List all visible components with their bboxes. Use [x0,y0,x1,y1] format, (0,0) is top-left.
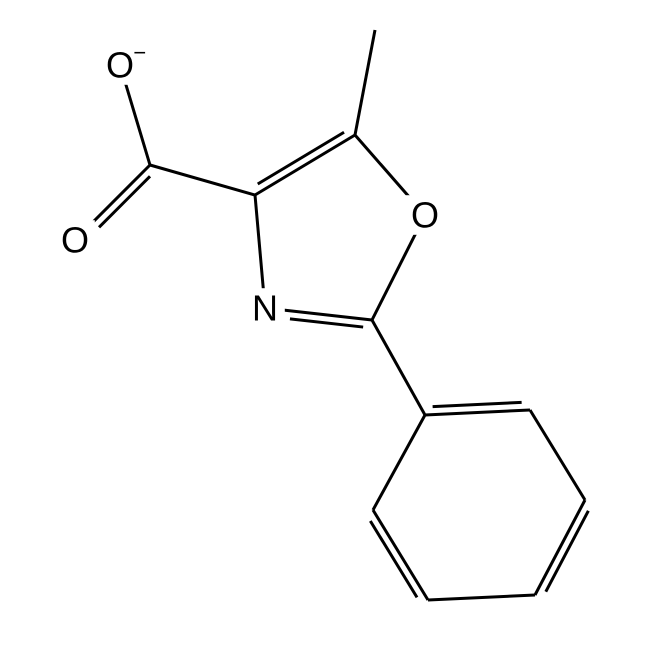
molecule-diagram: O−OON [0,0,650,650]
atom-layer: O−OON [55,40,445,329]
atom-charge-O_minus: − [133,40,146,65]
atom-label-O_minus: O [106,45,134,86]
atom-label-O_ring: O [411,195,439,236]
bond-layer [88,30,589,600]
atom-label-O_double: O [61,220,89,261]
atom-label-N_ring: N [252,288,278,329]
